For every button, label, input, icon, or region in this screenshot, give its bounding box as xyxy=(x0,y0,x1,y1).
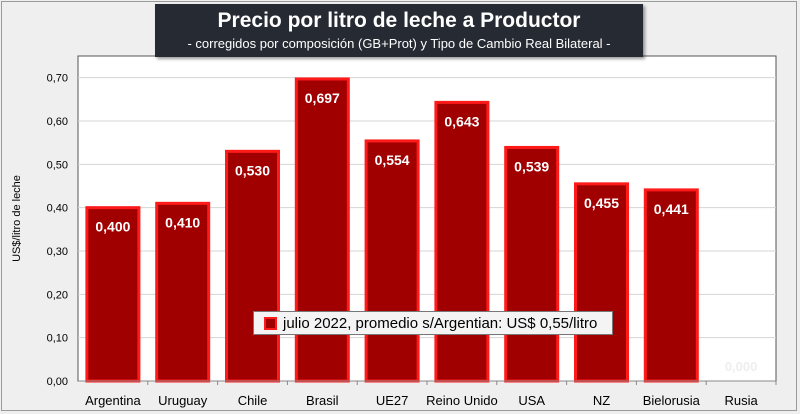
bar xyxy=(574,182,629,383)
data-label: 0,530 xyxy=(235,162,270,178)
x-tick-label: UE27 xyxy=(376,393,409,408)
data-label: 0,554 xyxy=(375,152,410,168)
bar xyxy=(364,139,420,383)
y-tick-label: 0,10 xyxy=(47,333,68,345)
x-tick-label: Rusia xyxy=(724,393,758,408)
bar xyxy=(85,206,141,383)
y-axis-label: US$/litro de leche xyxy=(11,175,23,262)
x-tick-label: USA xyxy=(518,393,545,408)
bar xyxy=(155,201,211,383)
bar xyxy=(294,77,350,383)
data-label: 0,697 xyxy=(305,90,340,106)
legend-swatch xyxy=(264,316,277,330)
y-tick-label: 0,40 xyxy=(47,203,68,215)
data-label: 0,539 xyxy=(514,158,549,174)
y-tick-label: 0,70 xyxy=(47,73,68,85)
legend-label: julio 2022, promedio s/Argentian: US$ 0,… xyxy=(283,314,598,332)
chart-subtitle: - corregidos por composición (GB+Prot) y… xyxy=(187,36,611,51)
legend: julio 2022, promedio s/Argentian: US$ 0,… xyxy=(253,311,613,335)
y-tick-label: 0,60 xyxy=(47,116,68,128)
data-label: 0,400 xyxy=(95,219,130,235)
x-tick-label: Chile xyxy=(238,393,268,408)
y-tick-label: 0,00 xyxy=(47,376,68,388)
x-tick-label: Brasil xyxy=(306,393,339,408)
bar xyxy=(434,100,490,383)
x-tick-label: NZ xyxy=(593,393,610,408)
y-tick-label: 0,50 xyxy=(47,159,68,171)
title-box: Precio por litro de leche a Productor - … xyxy=(155,4,643,57)
y-tick-label: 0,20 xyxy=(47,289,68,301)
bar xyxy=(225,149,280,383)
x-tick-label: Reino Unido xyxy=(426,393,498,408)
x-tick-label: Uruguay xyxy=(158,393,208,408)
y-tick-label: 0,30 xyxy=(47,246,68,258)
bar xyxy=(504,145,560,383)
data-label: 0,410 xyxy=(165,214,200,230)
chart-title: Precio por litro de leche a Productor xyxy=(217,9,581,32)
x-tick-label: Argentina xyxy=(85,393,141,408)
data-label: 0,441 xyxy=(654,201,689,217)
bar xyxy=(643,188,699,383)
x-tick-label: Bielorusia xyxy=(643,393,701,408)
data-label: 0,000 xyxy=(725,359,758,374)
data-label: 0,455 xyxy=(584,195,619,211)
data-label: 0,643 xyxy=(444,113,479,129)
